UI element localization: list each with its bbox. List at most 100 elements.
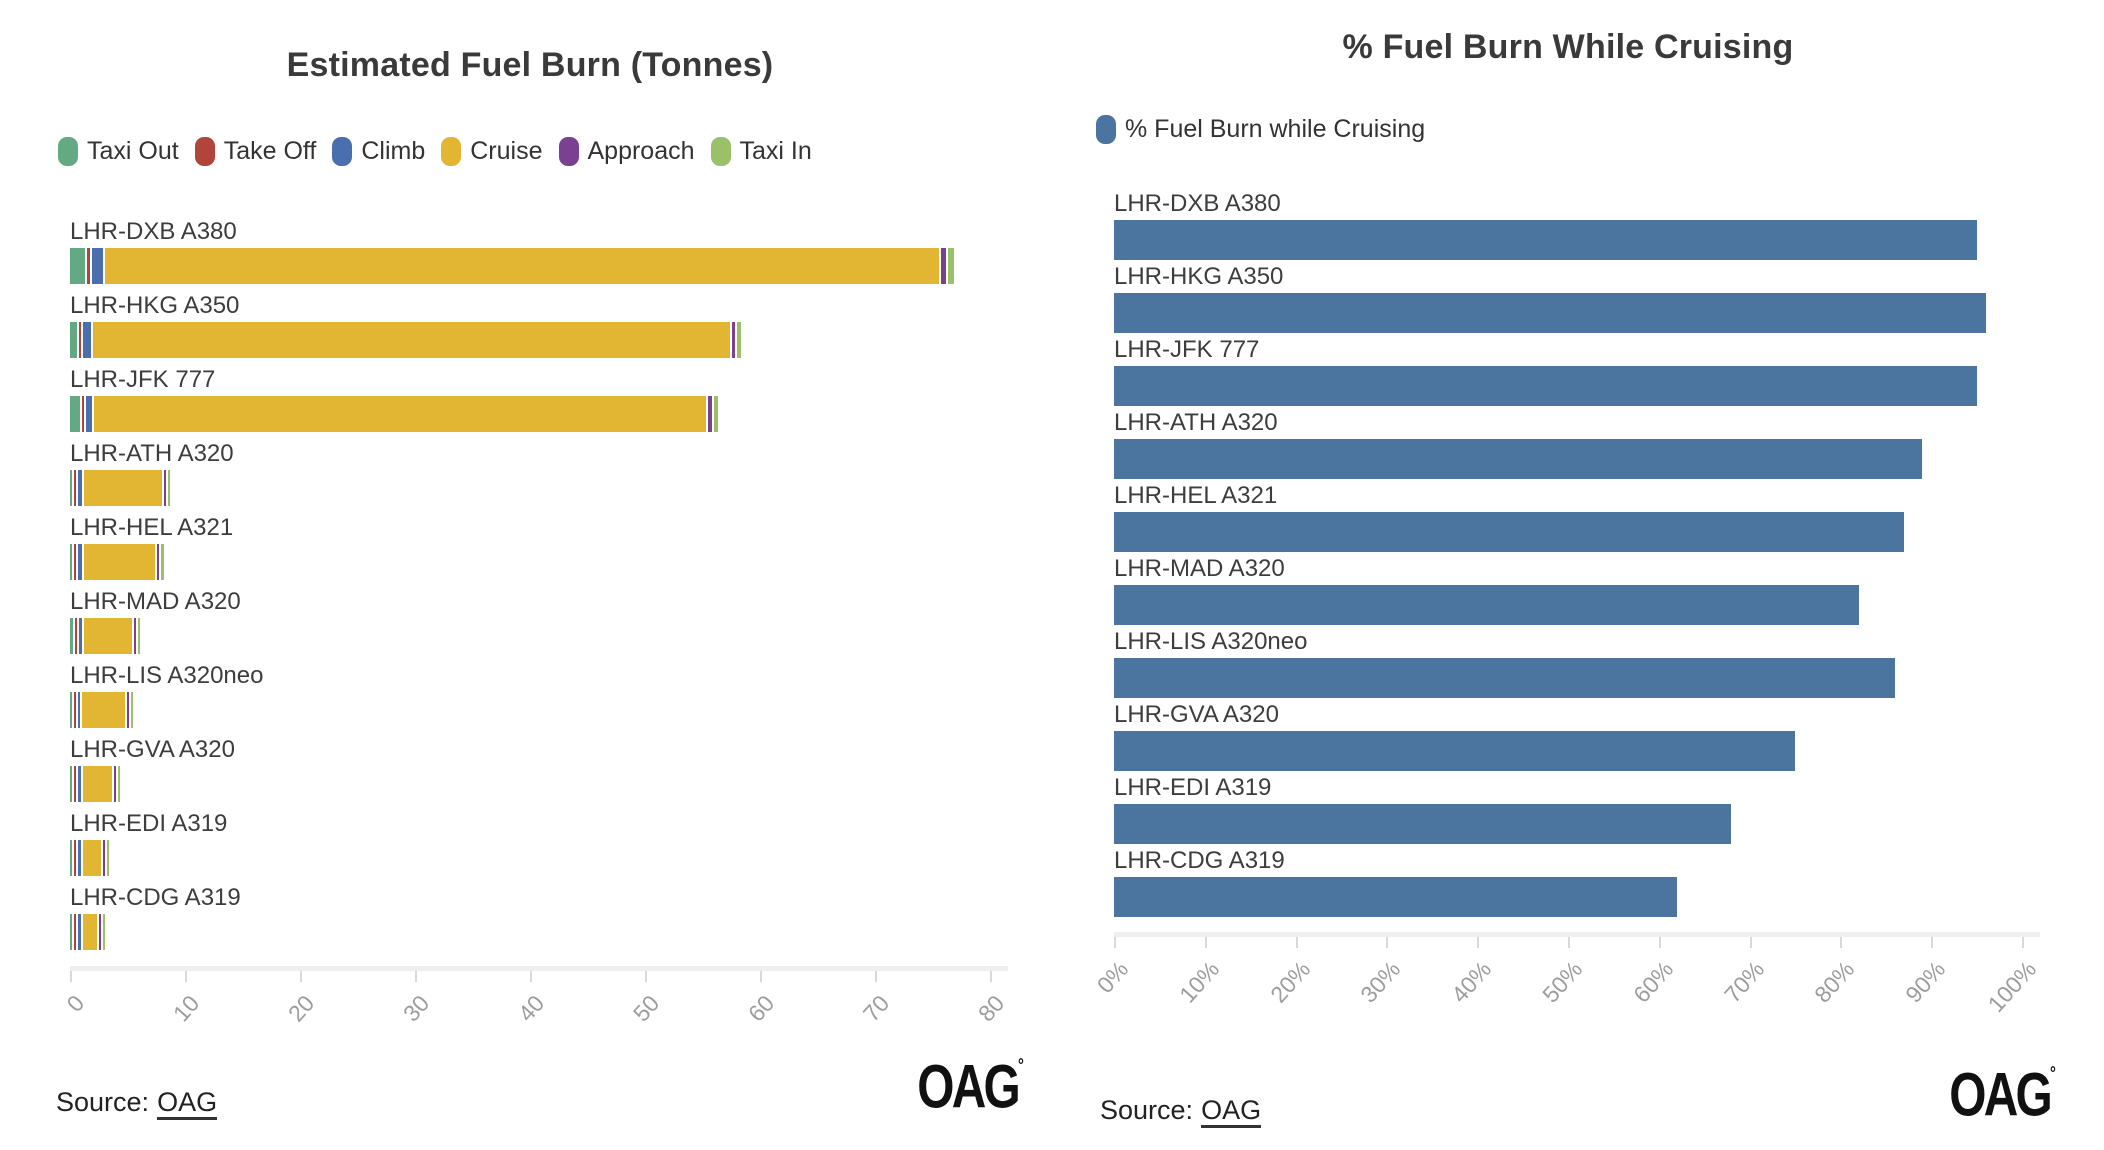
- bar-segment-taxi-out: [70, 396, 80, 432]
- cruise-percent-legend: % Fuel Burn while Cruising: [1096, 115, 2022, 144]
- legend-label: % Fuel Burn while Cruising: [1125, 115, 1426, 143]
- legend-label: Climb: [361, 137, 426, 165]
- bar-segment-taxi-out: [70, 470, 73, 506]
- x-axis-tick: [300, 971, 302, 982]
- x-axis-tick-label: 0%: [1091, 956, 1134, 999]
- bar-row: LHR-HKG A350: [70, 292, 990, 366]
- bar-segment-approach: [732, 322, 736, 358]
- legend-swatch-icon: [1096, 115, 1116, 144]
- bar-row-label: LHR-EDI A319: [70, 810, 228, 837]
- fuel-burn-chart: Estimated Fuel Burn (Tonnes) Taxi Out Tak…: [56, 0, 1024, 1120]
- source-oag-link[interactable]: OAG: [157, 1087, 218, 1120]
- x-axis-tick: [70, 971, 72, 982]
- bar-segment-climb: [78, 692, 81, 728]
- cruise-percent-chart: % Fuel Burn While Cruising % Fuel Burn w…: [1092, 0, 2056, 1128]
- percent-bar: [1114, 293, 2022, 333]
- bar-segment-take-off: [74, 618, 77, 654]
- bar-segment-taxi-out: [70, 840, 73, 876]
- legend-item-take-off: Take Off: [194, 137, 316, 166]
- bar-segment-cruise-percent: [1114, 731, 1795, 771]
- bar-segment-taxi-in: [161, 544, 164, 580]
- bar-segment-cruise-percent: [1114, 585, 1859, 625]
- bar-segment-taxi-in: [117, 766, 120, 802]
- bar-segment-cruise: [94, 396, 707, 432]
- legend-swatch-icon: [558, 137, 579, 166]
- stacked-bar: [70, 692, 990, 728]
- cruise-percent-x-axis: 0% 10% 20% 30% 40% 50% 60% 70% 80% 90% 100%: [1092, 932, 2041, 1017]
- bar-row: LHR-DXB A380: [1114, 190, 2022, 263]
- x-axis-tick: [1477, 937, 1480, 948]
- x-axis-tick: [185, 971, 187, 982]
- x-axis-tick: [415, 971, 417, 982]
- x-axis-tick: [990, 971, 992, 982]
- bar-row: LHR-MAD A320: [1114, 555, 2022, 628]
- percent-bar: [1114, 512, 2022, 552]
- x-axis-line: [70, 966, 1009, 971]
- bar-row: LHR-LIS A320neo: [1114, 628, 2022, 701]
- bar-segment-climb: [91, 248, 104, 284]
- bar-segment-cruise: [83, 618, 132, 654]
- bar-segment-approach: [163, 470, 166, 506]
- oag-logo: OAG°: [917, 1055, 1024, 1118]
- bar-segment-taxi-out: [70, 618, 73, 654]
- oag-logo-registered-mark: °: [1018, 1055, 1024, 1076]
- x-axis-tick-label: 60%: [1627, 956, 1679, 1008]
- stacked-bar: [70, 322, 990, 358]
- fuel-burn-footer: Source: OAG OAG°: [56, 1056, 1024, 1120]
- bar-segment-cruise-percent: [1114, 439, 1923, 479]
- bar-row: LHR-HEL A321: [70, 514, 990, 588]
- bar-segment-cruise: [83, 544, 156, 580]
- bar-row: LHR-ATH A320: [70, 440, 990, 514]
- bar-segment-cruise: [82, 840, 102, 876]
- stacked-bar: [70, 766, 990, 802]
- bar-row-label: LHR-GVA A320: [70, 736, 235, 763]
- bar-segment-taxi-out: [70, 766, 73, 802]
- x-axis-tick: [1114, 937, 1116, 948]
- legend-item-climb: Climb: [332, 137, 425, 166]
- bar-segment-cruise: [82, 914, 98, 950]
- bar-row-label: LHR-HEL A321: [70, 514, 234, 541]
- x-axis-tick-label: 40%: [1446, 956, 1497, 1008]
- bar-segment-taxi-in: [107, 840, 110, 876]
- source-label: Source:: [1100, 1095, 1194, 1125]
- bar-segment-take-off: [74, 544, 77, 580]
- legend-item-taxi-in: Taxi In: [710, 137, 812, 166]
- bar-row-label: LHR-EDI A319: [1114, 774, 1272, 801]
- percent-bar: [1114, 366, 2022, 406]
- fuel-burn-title: Estimated Fuel Burn (Tonnes): [286, 46, 774, 84]
- bar-row: LHR-LIS A320neo: [70, 662, 990, 736]
- bar-segment-take-off: [74, 766, 77, 802]
- bar-segment-climb: [78, 766, 82, 802]
- legend-swatch-icon: [441, 137, 462, 166]
- legend-item-fuel-burn-while-cruising: % Fuel Burn while Cruising: [1096, 115, 1425, 144]
- bar-row: LHR-CDG A319: [70, 884, 990, 958]
- legend-label: Cruise: [470, 137, 543, 165]
- percent-bar: [1114, 804, 2022, 844]
- oag-logo-registered-mark: °: [2050, 1063, 2056, 1084]
- fuel-burn-rows: LHR-DXB A380 LHR-HKG A350 LHR-JFK 777 LHR-A…: [70, 218, 990, 958]
- percent-bar: [1114, 877, 2022, 917]
- source-oag-link[interactable]: OAG: [1201, 1095, 1262, 1128]
- cruise-percent-title: % Fuel Burn While Cruising: [1342, 28, 1794, 66]
- bar-segment-climb: [82, 322, 91, 358]
- x-axis-tick: [530, 971, 532, 982]
- bar-segment-cruise-percent: [1114, 512, 1904, 552]
- bar-row-label: LHR-MAD A320: [70, 588, 241, 615]
- x-axis-tick-label: 50%: [1537, 956, 1588, 1008]
- bar-row: LHR-EDI A319: [70, 810, 990, 884]
- stacked-bar: [70, 470, 990, 506]
- bar-segment-approach: [103, 840, 106, 876]
- bar-row: LHR-ATH A320: [1114, 409, 2022, 482]
- bar-segment-taxi-out: [70, 692, 72, 728]
- cruise-percent-footer: Source: OAG OAG°: [1100, 1064, 2056, 1128]
- bar-segment-climb: [78, 618, 82, 654]
- legend-label: Taxi In: [739, 137, 812, 165]
- bar-segment-taxi-in: [137, 618, 140, 654]
- stacked-bar: [70, 248, 990, 284]
- x-axis-tick: [1749, 937, 1752, 948]
- bar-segment-take-off: [74, 692, 76, 728]
- x-axis-tick-label: 90%: [1900, 956, 1951, 1008]
- percent-bar: [1114, 585, 2022, 625]
- stacked-bar: [70, 396, 990, 432]
- bar-segment-taxi-out: [70, 248, 85, 284]
